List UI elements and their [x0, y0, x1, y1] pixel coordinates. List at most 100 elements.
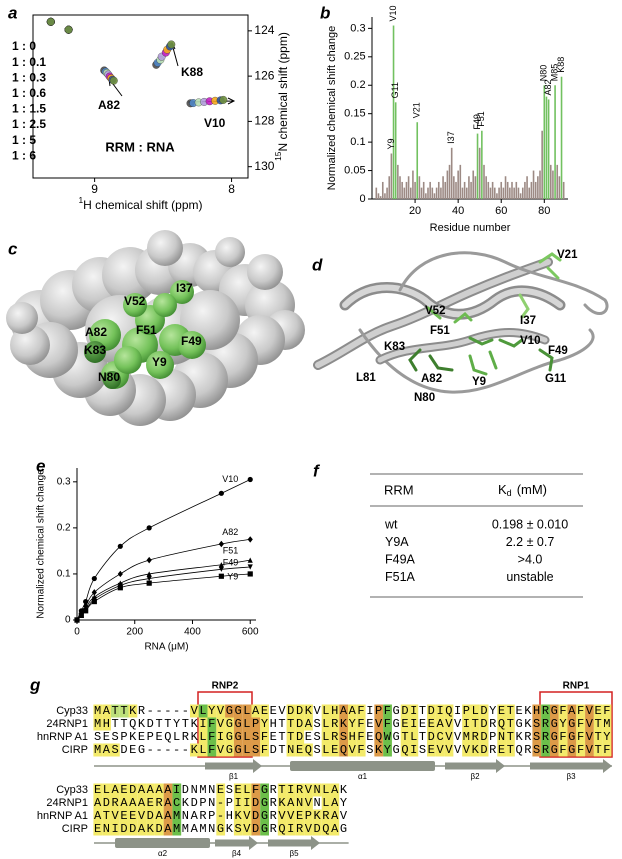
- residue-shade: [409, 743, 419, 757]
- bar: [435, 187, 438, 199]
- bar: [399, 176, 401, 199]
- bar: [397, 164, 399, 199]
- residue-shade: [216, 717, 226, 731]
- y-tick-label: 128: [254, 114, 274, 128]
- residue-shade: [497, 717, 507, 731]
- residue-shade: [383, 717, 392, 731]
- marker: [146, 571, 152, 577]
- y-tick-label: 0.05: [344, 164, 365, 176]
- residue-shade: [233, 743, 243, 757]
- table-cell: 2.2 ± 0.7: [506, 535, 555, 549]
- residue-shade: [93, 822, 103, 836]
- residue-shade: [330, 743, 340, 757]
- residue-shade: [593, 717, 603, 731]
- legend-entry: 1 : 5: [12, 133, 36, 147]
- residue-shade: [321, 783, 331, 797]
- residue-shade: [251, 822, 261, 836]
- residue-shade: [110, 743, 120, 757]
- axis-title: Normalized chemical shift change: [36, 469, 47, 619]
- bar: [521, 187, 524, 199]
- residue-shade: [602, 704, 612, 718]
- structure-label: β3: [566, 772, 576, 781]
- legend-entry: 1 : 0.1: [12, 55, 46, 69]
- bar: [440, 187, 442, 199]
- bar: [431, 187, 434, 199]
- residue-shade: [602, 743, 612, 757]
- bar: [463, 181, 466, 199]
- y-tick-label: 124: [254, 23, 274, 37]
- residue-shade: [435, 730, 445, 744]
- residue-label: M85: [549, 64, 559, 82]
- residue-shade: [286, 743, 296, 757]
- bar: [549, 164, 552, 199]
- residue-shade: [295, 717, 305, 731]
- bar: [422, 181, 425, 199]
- residue-shade: [216, 809, 226, 823]
- bar: [405, 181, 408, 199]
- ribbon: [377, 330, 548, 363]
- residue-label: I37: [520, 315, 536, 327]
- marker: [117, 585, 123, 591]
- bar: [381, 181, 384, 199]
- bar: [530, 181, 533, 199]
- residue-label: A82: [543, 79, 553, 95]
- bar: [483, 164, 485, 199]
- bar: [500, 181, 503, 199]
- beta-strand: [445, 759, 505, 773]
- y-tick-label: 0: [65, 615, 71, 626]
- residue-shade: [207, 717, 217, 731]
- residue-shade: [409, 704, 419, 718]
- table-cell: unstable: [506, 570, 553, 584]
- x-tick-label: 9: [91, 182, 98, 196]
- panel-label: e: [36, 456, 45, 475]
- residue-shade: [277, 783, 287, 797]
- residue-shade: [339, 743, 349, 757]
- alpha-helix: [290, 761, 435, 771]
- residue-shade: [119, 809, 129, 823]
- bar: [513, 187, 515, 199]
- residue-shade: [242, 704, 252, 718]
- residue-shade: [93, 783, 103, 797]
- residue-shade: [409, 717, 419, 731]
- residue-shade: [172, 822, 182, 836]
- peak: [64, 25, 73, 34]
- binding-surface: [103, 371, 121, 389]
- y-tick-label: 0.2: [57, 523, 71, 534]
- residue-shade: [444, 717, 454, 731]
- residue-shade: [567, 704, 577, 718]
- marker: [247, 571, 253, 577]
- residue-shade: [225, 730, 234, 744]
- fit-curve: [76, 573, 251, 621]
- residue-shade: [102, 822, 111, 836]
- residue-shade: [216, 822, 226, 836]
- residue-shade: [207, 743, 217, 757]
- residue-shade: [146, 783, 155, 797]
- bar: [392, 25, 395, 199]
- residue-label: N80: [539, 65, 549, 82]
- residue-shade: [137, 822, 147, 836]
- residue-shade: [216, 730, 226, 744]
- residue-shade: [251, 796, 261, 810]
- bar: [498, 187, 500, 199]
- residue-shade: [427, 730, 436, 744]
- structure-label: β1: [229, 772, 239, 781]
- residue-label: L81: [356, 372, 376, 384]
- residue-shade: [110, 822, 120, 836]
- residue-shade: [321, 704, 331, 718]
- bar: [478, 147, 481, 199]
- axis-title-sup: 15: [273, 151, 283, 161]
- bar: [562, 181, 565, 199]
- residue-shade: [295, 783, 305, 797]
- panel-label: a: [8, 3, 17, 22]
- residue-shade: [339, 704, 349, 718]
- residue-shade: [189, 743, 199, 757]
- x-tick-label: 200: [126, 627, 143, 638]
- residue-shade: [225, 717, 234, 731]
- residue-shade: [163, 783, 173, 797]
- residue-label: F51: [476, 111, 486, 127]
- residue-shade: [242, 796, 252, 810]
- residue-shade: [260, 822, 269, 836]
- bar: [433, 193, 436, 199]
- residue-shade: [251, 783, 261, 797]
- residue-shade: [479, 704, 489, 718]
